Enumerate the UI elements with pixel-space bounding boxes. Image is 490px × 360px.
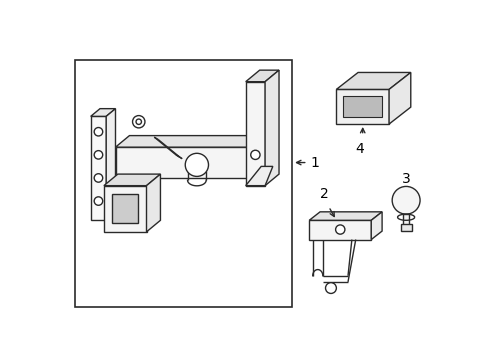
Circle shape xyxy=(94,197,103,205)
Polygon shape xyxy=(91,109,116,116)
Circle shape xyxy=(94,127,103,136)
Polygon shape xyxy=(245,82,265,186)
Text: 3: 3 xyxy=(402,172,411,186)
Text: 4: 4 xyxy=(355,142,364,156)
Polygon shape xyxy=(259,136,273,178)
Circle shape xyxy=(136,119,142,125)
Polygon shape xyxy=(403,214,409,228)
Polygon shape xyxy=(343,96,382,117)
Polygon shape xyxy=(104,174,160,186)
Polygon shape xyxy=(245,166,273,186)
Polygon shape xyxy=(104,186,147,232)
Polygon shape xyxy=(147,174,160,232)
Circle shape xyxy=(94,174,103,182)
Circle shape xyxy=(392,186,420,214)
Circle shape xyxy=(325,283,336,293)
Circle shape xyxy=(94,150,103,159)
Polygon shape xyxy=(91,116,106,220)
Polygon shape xyxy=(309,212,382,220)
Bar xyxy=(75,60,292,307)
Polygon shape xyxy=(336,89,389,124)
Polygon shape xyxy=(116,147,259,178)
Polygon shape xyxy=(371,212,382,239)
Polygon shape xyxy=(265,70,279,186)
Polygon shape xyxy=(389,72,411,124)
Circle shape xyxy=(251,150,260,159)
Polygon shape xyxy=(245,70,279,82)
Text: 2: 2 xyxy=(320,187,329,201)
Circle shape xyxy=(185,153,209,176)
Polygon shape xyxy=(116,136,273,147)
Polygon shape xyxy=(106,109,116,220)
Polygon shape xyxy=(336,72,411,89)
Polygon shape xyxy=(112,194,138,223)
Circle shape xyxy=(133,116,145,128)
Text: 1: 1 xyxy=(311,156,319,170)
Polygon shape xyxy=(401,224,412,231)
Polygon shape xyxy=(309,220,371,239)
Circle shape xyxy=(336,225,345,234)
